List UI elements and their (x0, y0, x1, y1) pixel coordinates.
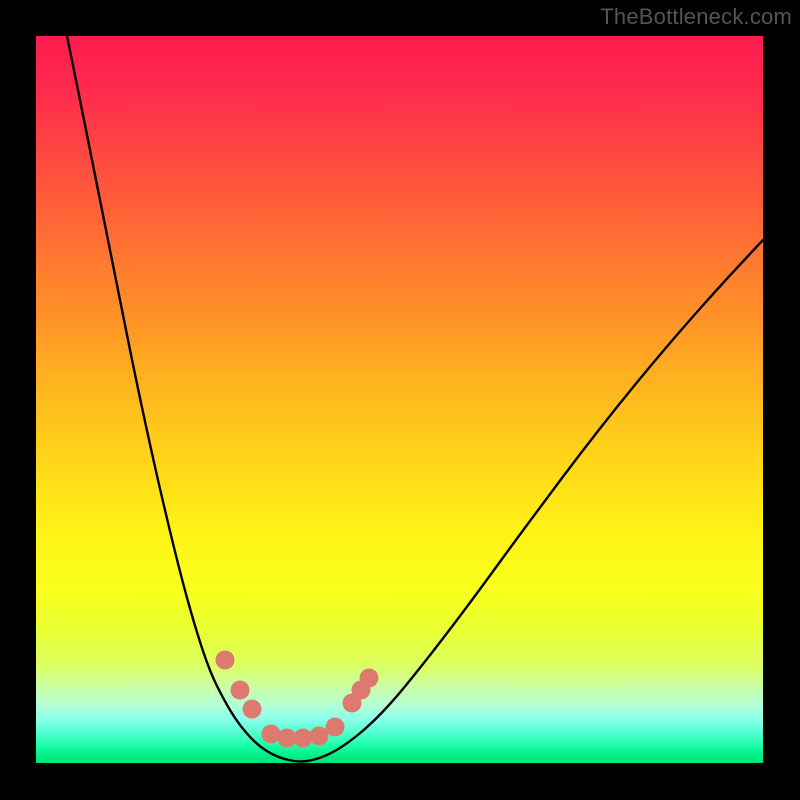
bottleneck-curve-chart (0, 0, 800, 800)
chart-container: TheBottleneck.com (0, 0, 800, 800)
watermark-text: TheBottleneck.com (600, 4, 792, 30)
curve-marker (262, 725, 281, 744)
curve-marker (360, 669, 379, 688)
curve-marker (231, 681, 250, 700)
curve-marker (243, 700, 262, 719)
curve-marker (310, 727, 329, 746)
plot-gradient-background (36, 36, 763, 763)
curve-marker (216, 651, 235, 670)
curve-marker (294, 729, 313, 748)
curve-marker (326, 718, 345, 737)
